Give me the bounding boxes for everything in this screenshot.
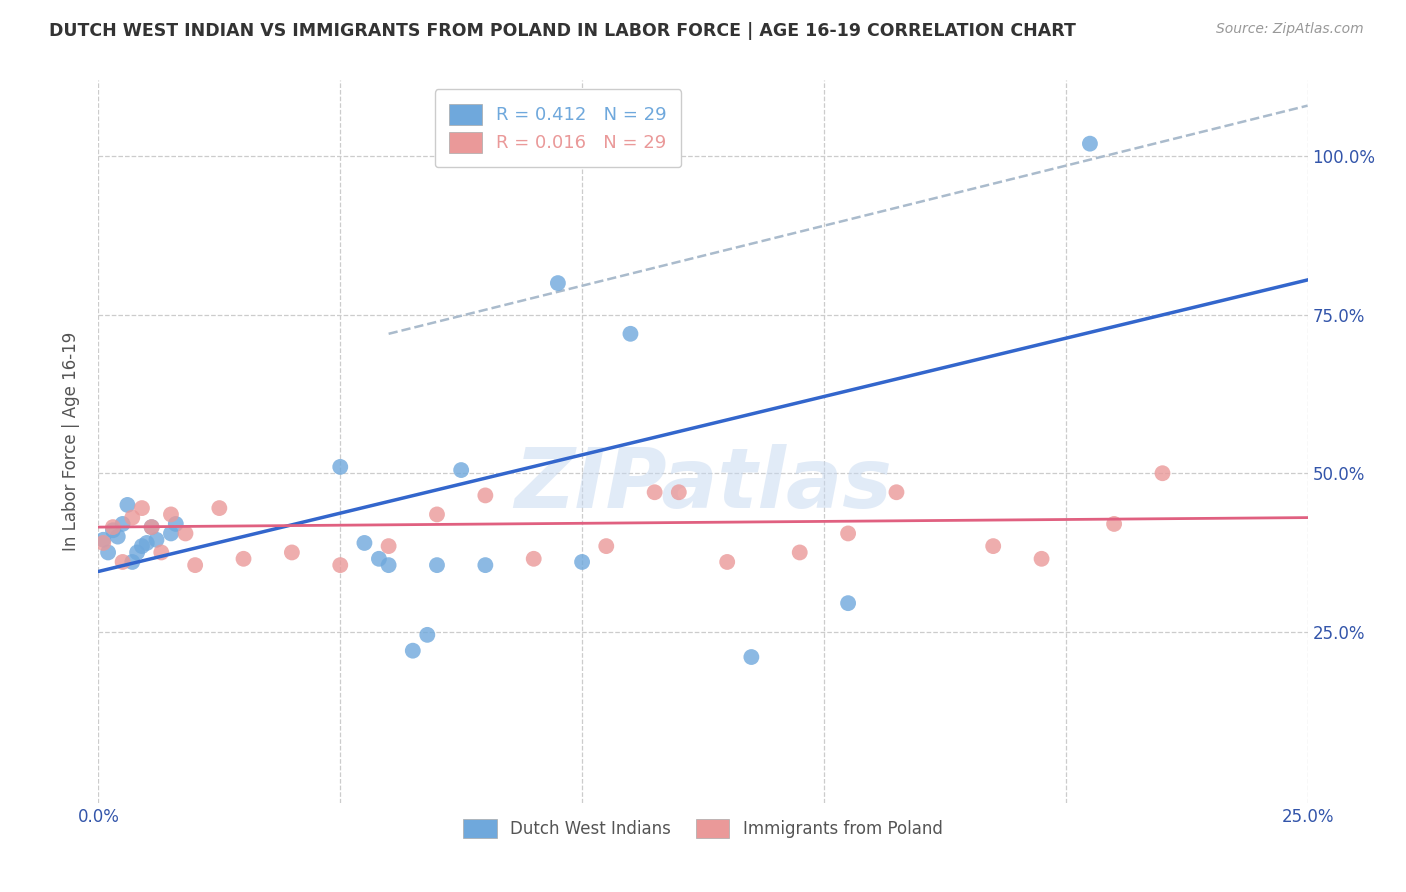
Point [141,520,163,534]
Point [131,539,153,553]
Text: Source: ZipAtlas.com: Source: ZipAtlas.com [1216,22,1364,37]
Point [111,555,134,569]
Point [837,526,859,541]
Point [450,463,472,477]
Point [426,508,449,522]
Point [107,530,129,544]
Point [619,326,641,341]
Point [547,276,569,290]
Point [184,558,207,573]
Point [1031,551,1053,566]
Text: DUTCH WEST INDIAN VS IMMIGRANTS FROM POLAND IN LABOR FORCE | AGE 16-19 CORRELATI: DUTCH WEST INDIAN VS IMMIGRANTS FROM POL… [49,22,1076,40]
Point [981,539,1004,553]
Point [329,459,352,474]
Point [135,536,157,550]
Point [160,526,183,541]
Point [377,558,399,573]
Point [208,501,231,516]
Point [426,558,449,573]
Point [150,545,173,559]
Legend: Dutch West Indians, Immigrants from Poland: Dutch West Indians, Immigrants from Pola… [457,813,949,845]
Point [160,508,183,522]
Point [101,523,124,537]
Point [1102,516,1125,531]
Point [91,533,114,547]
Point [837,596,859,610]
Point [121,555,143,569]
Point [595,539,617,553]
Point [789,545,811,559]
Point [402,643,425,657]
Point [174,526,197,541]
Point [91,536,114,550]
Point [165,516,187,531]
Point [141,520,163,534]
Point [121,510,143,524]
Point [416,628,439,642]
Point [474,488,496,502]
Point [474,558,496,573]
Point [111,516,134,531]
Point [101,520,124,534]
Point [117,498,139,512]
Point [1152,467,1174,481]
Point [232,551,254,566]
Point [131,501,153,516]
Point [368,551,391,566]
Y-axis label: In Labor Force | Age 16-19: In Labor Force | Age 16-19 [62,332,80,551]
Point [329,558,352,573]
Point [571,555,593,569]
Point [716,555,738,569]
Point [644,485,666,500]
Point [97,545,120,559]
Point [127,545,149,559]
Point [281,545,304,559]
Point [740,650,762,665]
Point [1078,136,1101,151]
Point [886,485,908,500]
Point [145,533,167,547]
Point [377,539,399,553]
Point [668,485,690,500]
Text: ZIPatlas: ZIPatlas [515,444,891,525]
Point [523,551,546,566]
Point [353,536,375,550]
